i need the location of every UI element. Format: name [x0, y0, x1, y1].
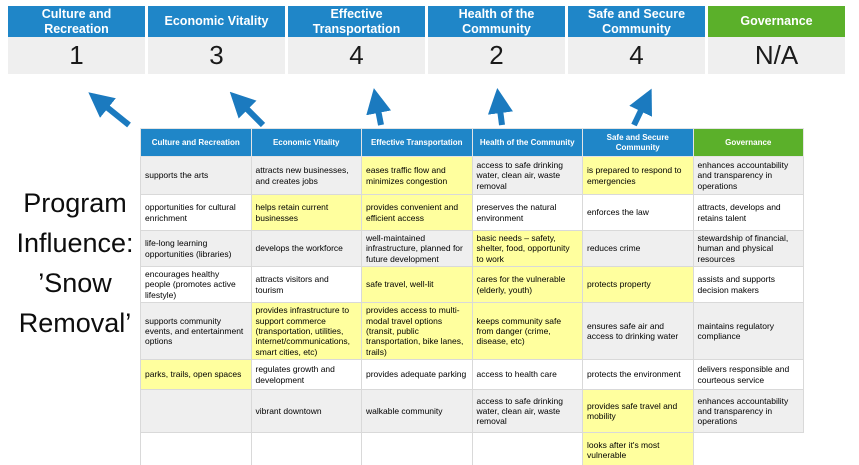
- matrix-header-row: Culture and Recreation Economic Vitality E…: [140, 128, 804, 157]
- matrix-cell-r6c6: delivers responsible and courteous servi…: [692, 359, 804, 391]
- summary-header-culture-and-recreation: Culture and Recreation: [8, 6, 145, 37]
- summary-score-economic-vitality: 3: [148, 37, 285, 74]
- matrix-cell-r8c1: [140, 432, 252, 465]
- matrix-header-governance: Governance: [692, 128, 804, 157]
- program-title-line: ’Snow: [38, 268, 112, 298]
- matrix-header-safe-and-secure-community: Safe and Secure Community: [582, 128, 694, 157]
- matrix-cell-r6c4: access to health care: [471, 359, 583, 391]
- arrow-safe-and-secure-community-icon: [629, 88, 652, 127]
- matrix-row-5: supports community events, and entertain…: [140, 302, 804, 361]
- matrix-cell-r7c2: vibrant downtown: [250, 389, 362, 434]
- matrix-cell-r1c4: access to safe drinking water, clean air…: [471, 156, 583, 195]
- program-title-line: Influence:: [16, 228, 134, 258]
- summary-header-safe-and-secure-community: Safe and Secure Community: [568, 6, 705, 37]
- matrix-cell-r4c2: attracts visitors and tourism: [250, 266, 362, 304]
- matrix-cell-r5c4: keeps community safe from danger (crime,…: [471, 302, 583, 361]
- matrix-header-health-of-the-community: Health of the Community: [471, 128, 583, 157]
- arrow-health-of-the-community-icon: [487, 88, 513, 126]
- matrix-cell-r3c5: reduces crime: [582, 229, 694, 268]
- matrix-cell-r1c1: supports the arts: [140, 156, 252, 195]
- summary-band: Culture and Recreation Economic Vitality E…: [8, 6, 845, 74]
- matrix-cell-r7c6: enhances accountability and transparency…: [692, 389, 804, 434]
- arrow-economic-vitality-icon: [229, 91, 266, 128]
- matrix-cell-r2c3: provides convenient and efficient access: [361, 194, 473, 231]
- summary-score-culture-and-recreation: 1: [8, 37, 145, 74]
- influence-arrows: [88, 88, 652, 128]
- matrix-cell-r1c2: attracts new businesses, and creates job…: [250, 156, 362, 195]
- matrix-cell-r8c2: [250, 432, 362, 465]
- matrix-cell-r5c1: supports community events, and entertain…: [140, 302, 252, 361]
- matrix-row-6: parks, trails, open spaces regulates grow…: [140, 359, 804, 391]
- matrix-row-2: opportunities for cultural enrichment hel…: [140, 194, 804, 231]
- matrix-cell-r5c5: ensures safe air and access to drinking …: [582, 302, 694, 361]
- matrix-cell-r4c1: encourages healthy people (promotes acti…: [140, 266, 252, 304]
- matrix-header-economic-vitality: Economic Vitality: [250, 128, 362, 157]
- matrix-cell-r1c5: is prepared to respond to emergencies: [582, 156, 694, 195]
- matrix-cell-r4c4: cares for the vulnerable (elderly, youth…: [471, 266, 583, 304]
- matrix-header-culture-and-recreation: Culture and Recreation: [140, 128, 252, 157]
- program-title-line: Removal’: [18, 308, 132, 338]
- matrix-cell-r3c1: life-long learning opportunities (librar…: [140, 229, 252, 268]
- summary-header-effective-transportation: Effective Transportation: [288, 6, 425, 37]
- matrix-row-4: encourages healthy people (promotes acti…: [140, 266, 804, 304]
- matrix-cell-r8c5: looks after it's most vulnerable: [582, 432, 694, 465]
- matrix-cell-r3c3: well-maintained infrastructure, planned …: [361, 229, 473, 268]
- matrix-cell-r3c2: develops the workforce: [250, 229, 362, 268]
- matrix-cell-r6c5: protects the environment: [582, 359, 694, 391]
- matrix-cell-r5c3: provides access to multi-modal travel op…: [361, 302, 473, 361]
- matrix-body: supports the arts attracts new businesses…: [140, 156, 804, 465]
- matrix-cell-r7c4: access to safe drinking water, clean air…: [471, 389, 583, 434]
- influence-matrix: Culture and Recreation Economic Vitality E…: [140, 128, 804, 465]
- matrix-row-8: looks after it's most vulnerable: [140, 432, 804, 465]
- matrix-cell-r3c4: basic needs – safety, shelter, food, opp…: [471, 229, 583, 268]
- matrix-cell-r2c6: attracts, develops and retains talent: [692, 194, 804, 231]
- matrix-cell-r1c6: enhances accountability and transparency…: [692, 156, 804, 195]
- matrix-cell-r3c6: stewardship of financial, human and phys…: [692, 229, 804, 268]
- matrix-cell-r8c4: [471, 432, 583, 465]
- matrix-cell-r8c6: [693, 432, 804, 465]
- arrow-effective-transportation-icon: [366, 88, 392, 126]
- matrix-row-3: life-long learning opportunities (librar…: [140, 229, 804, 268]
- program-title: Program Influence: ’Snow Removal’: [0, 183, 150, 343]
- arrow-culture-and-recreation-icon: [88, 92, 131, 128]
- matrix-cell-r5c6: maintains regulatory compliance: [692, 302, 804, 361]
- matrix-cell-r6c2: regulates growth and development: [250, 359, 362, 391]
- matrix-cell-r6c3: provides adequate parking: [361, 359, 473, 391]
- summary-score-safe-and-secure-community: 4: [568, 37, 705, 74]
- matrix-cell-r7c5: provides safe travel and mobility: [582, 389, 694, 434]
- matrix-cell-r2c4: preserves the natural environment: [471, 194, 583, 231]
- summary-score-effective-transportation: 4: [288, 37, 425, 74]
- summary-score-health-of-the-community: 2: [428, 37, 565, 74]
- summary-score-governance: N/A: [708, 37, 845, 74]
- summary-header-health-of-the-community: Health of the Community: [428, 6, 565, 37]
- matrix-cell-r2c2: helps retain current businesses: [250, 194, 362, 231]
- matrix-cell-r1c3: eases traffic flow and minimizes congest…: [361, 156, 473, 195]
- matrix-row-7: vibrant downtown walkable community access…: [140, 389, 804, 434]
- matrix-cell-r4c6: assists and supports decision makers: [692, 266, 804, 304]
- matrix-cell-r5c2: provides infrastructure to support comme…: [250, 302, 362, 361]
- matrix-row-1: supports the arts attracts new businesses…: [140, 156, 804, 195]
- program-title-line: Program: [23, 188, 127, 218]
- matrix-cell-r4c5: protects property: [582, 266, 694, 304]
- matrix-cell-r8c3: [361, 432, 473, 465]
- matrix-header-effective-transportation: Effective Transportation: [361, 128, 473, 157]
- matrix-cell-r7c3: walkable community: [361, 389, 473, 434]
- matrix-cell-r7c1: [140, 389, 252, 434]
- summary-header-economic-vitality: Economic Vitality: [148, 6, 285, 37]
- matrix-cell-r2c1: opportunities for cultural enrichment: [140, 194, 252, 231]
- matrix-cell-r4c3: safe travel, well-lit: [361, 266, 473, 304]
- matrix-cell-r2c5: enforces the law: [582, 194, 694, 231]
- matrix-cell-r6c1: parks, trails, open spaces: [140, 359, 252, 391]
- summary-header-governance: Governance: [708, 6, 845, 37]
